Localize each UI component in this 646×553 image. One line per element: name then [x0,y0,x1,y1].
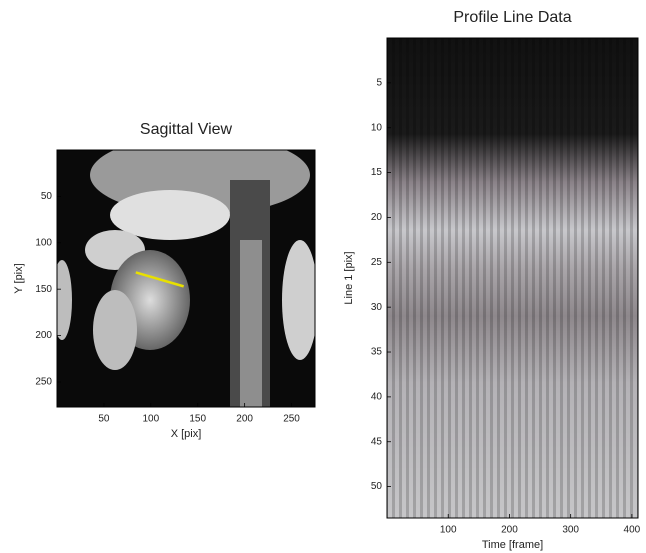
x-tick-label: 300 [562,525,579,536]
y-axis-label: Line 1 [pix] [343,251,355,304]
y-tick-label: 35 [371,347,383,358]
y-tick-label: 50 [371,481,383,492]
y-tick-label: 30 [371,302,383,313]
x-tick-label: 50 [98,414,110,425]
x-tick-label: 100 [440,525,457,536]
x-axis-label: Time [frame] [482,539,543,551]
y-tick-label: 45 [371,436,383,447]
y-tick-label: 25 [371,257,383,268]
axes-frame [56,149,316,408]
x-axis-label: X [pix] [171,428,202,440]
chart-title: Sagittal View [140,121,233,138]
x-tick-label: 400 [624,525,641,536]
sagittal-image [57,150,315,407]
y-tick-label: 10 [371,122,383,133]
x-tick-label: 200 [236,414,253,425]
y-tick-label: 100 [35,237,52,248]
y-axis-label: Y [pix] [13,263,25,293]
chart-title: Profile Line Data [453,9,571,26]
y-tick-label: 150 [35,284,52,295]
x-tick-label: 200 [501,525,518,536]
profile-line [135,271,185,288]
y-tick-label: 50 [41,191,53,202]
y-tick-label: 250 [35,377,52,388]
axes-frame [386,37,639,519]
y-tick-label: 40 [371,392,383,403]
y-tick-label: 15 [371,167,383,178]
x-tick-label: 250 [283,414,300,425]
profile-image [387,38,638,518]
y-tick-label: 5 [376,78,382,89]
x-tick-label: 150 [189,414,206,425]
x-tick-label: 100 [142,414,159,425]
y-tick-label: 200 [35,330,52,341]
y-tick-label: 20 [371,212,383,223]
